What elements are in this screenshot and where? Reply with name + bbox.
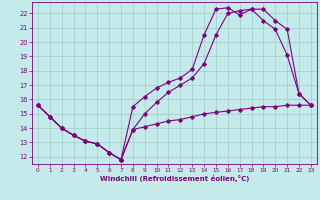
X-axis label: Windchill (Refroidissement éolien,°C): Windchill (Refroidissement éolien,°C) bbox=[100, 175, 249, 182]
